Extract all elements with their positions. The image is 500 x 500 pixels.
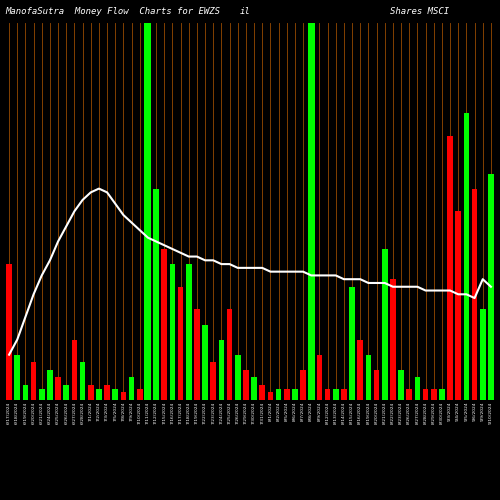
Text: ManofaSutra  Money Flow  Charts for EWZS: ManofaSutra Money Flow Charts for EWZS: [5, 8, 220, 16]
Bar: [137, 388, 142, 400]
Bar: [374, 370, 380, 400]
Bar: [390, 279, 396, 400]
Bar: [218, 340, 224, 400]
Bar: [144, 22, 152, 400]
Bar: [162, 249, 167, 400]
Bar: [472, 188, 478, 400]
Bar: [480, 310, 486, 400]
Bar: [276, 388, 281, 400]
Bar: [358, 340, 363, 400]
Bar: [447, 136, 453, 400]
Bar: [80, 362, 86, 400]
Bar: [488, 174, 494, 400]
Bar: [153, 188, 159, 400]
Bar: [235, 354, 240, 400]
Bar: [112, 388, 118, 400]
Text: Shares MSCI: Shares MSCI: [390, 8, 449, 16]
Bar: [210, 362, 216, 400]
Bar: [6, 264, 12, 400]
Bar: [414, 378, 420, 400]
Bar: [268, 392, 274, 400]
Text: il: il: [240, 8, 250, 16]
Bar: [456, 211, 461, 400]
Bar: [170, 264, 175, 400]
Bar: [64, 385, 69, 400]
Bar: [260, 385, 265, 400]
Bar: [72, 340, 78, 400]
Bar: [88, 385, 94, 400]
Bar: [464, 113, 469, 400]
Bar: [251, 378, 257, 400]
Bar: [292, 388, 298, 400]
Bar: [202, 324, 208, 400]
Bar: [226, 310, 232, 400]
Bar: [341, 388, 347, 400]
Bar: [398, 370, 404, 400]
Bar: [333, 388, 338, 400]
Bar: [316, 354, 322, 400]
Bar: [382, 249, 388, 400]
Bar: [55, 378, 61, 400]
Bar: [128, 378, 134, 400]
Bar: [194, 310, 200, 400]
Bar: [14, 354, 20, 400]
Bar: [324, 388, 330, 400]
Bar: [406, 388, 412, 400]
Bar: [284, 388, 290, 400]
Bar: [178, 286, 184, 400]
Bar: [22, 385, 28, 400]
Bar: [96, 388, 102, 400]
Bar: [186, 264, 192, 400]
Bar: [243, 370, 249, 400]
Bar: [104, 385, 110, 400]
Bar: [439, 388, 445, 400]
Bar: [366, 354, 372, 400]
Bar: [47, 370, 53, 400]
Bar: [120, 392, 126, 400]
Bar: [422, 388, 428, 400]
Bar: [349, 286, 355, 400]
Bar: [308, 22, 314, 400]
Bar: [30, 362, 36, 400]
Bar: [431, 388, 436, 400]
Bar: [300, 370, 306, 400]
Bar: [39, 388, 44, 400]
